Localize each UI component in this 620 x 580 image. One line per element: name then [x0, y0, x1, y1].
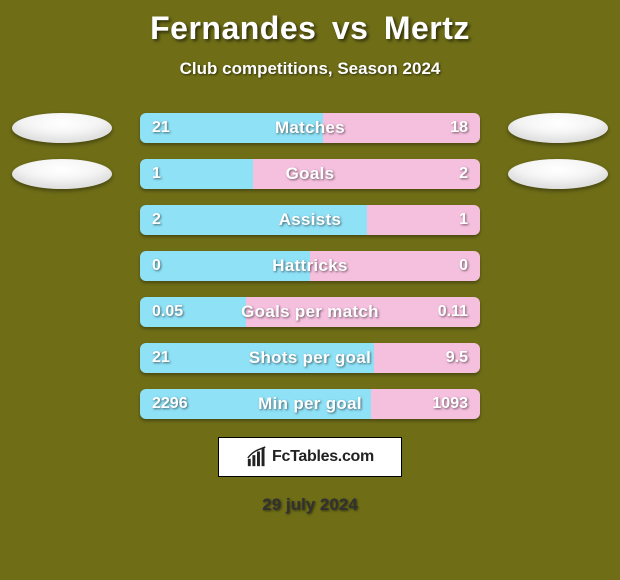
- stat-rows: 2118Matches12Goals21Assists00Hattricks0.…: [0, 113, 620, 419]
- stat-label: Goals: [286, 164, 335, 184]
- comparison-card: Fernandes vs Mertz Club competitions, Se…: [0, 0, 620, 580]
- stat-value-right: 0: [459, 257, 468, 275]
- stat-bar: 0.05 0.11 Goals per match: [140, 297, 480, 327]
- stat-value-left: 0.05: [152, 303, 183, 321]
- stat-value-left: 1: [152, 165, 161, 183]
- date-text: 29 july 2024: [0, 495, 620, 515]
- stat-label: Matches: [275, 118, 345, 138]
- stat-label: Min per goal: [258, 394, 362, 414]
- stat-bar: 1 2 Goals: [140, 159, 480, 189]
- stat-row: 21 18 Matches: [0, 113, 620, 143]
- player2-name: Mertz: [384, 10, 470, 46]
- barchart-icon: [246, 446, 268, 468]
- stat-value-left: 0: [152, 257, 161, 275]
- stat-row: 2296 1093 Min per goal: [0, 389, 620, 419]
- stat-value-left: 2296: [152, 395, 188, 413]
- stat-row: 1 2 Goals: [0, 159, 620, 189]
- vs-label: vs: [332, 10, 369, 46]
- stat-value-right: 2: [459, 165, 468, 183]
- player2-jersey-icon: [508, 113, 608, 143]
- stat-bar: 0 0 Hattricks: [140, 251, 480, 281]
- player2-jersey-icon: [508, 159, 608, 189]
- brand-badge[interactable]: FcTables.com: [218, 437, 402, 477]
- brand-text: FcTables.com: [272, 448, 374, 466]
- stat-value-left: 21: [152, 119, 170, 137]
- player1-jersey-icon: [12, 159, 112, 189]
- stat-value-left: 21: [152, 349, 170, 367]
- stat-value-right: 9.5: [446, 349, 468, 367]
- stat-value-right: 18: [450, 119, 468, 137]
- stat-label: Goals per match: [241, 302, 379, 322]
- stat-bar: 21 18 Matches: [140, 113, 480, 143]
- stat-label: Shots per goal: [249, 348, 371, 368]
- stat-label: Hattricks: [272, 256, 347, 276]
- stat-bar: 21 9.5 Shots per goal: [140, 343, 480, 373]
- stat-row: 21 9.5 Shots per goal: [0, 343, 620, 373]
- subtitle: Club competitions, Season 2024: [0, 59, 620, 79]
- stat-label: Assists: [279, 210, 342, 230]
- player1-name: Fernandes: [150, 10, 316, 46]
- page-title: Fernandes vs Mertz: [0, 10, 620, 47]
- stat-bar: 2 1 Assists: [140, 205, 480, 235]
- player1-jersey-icon: [12, 113, 112, 143]
- stat-row: 0 0 Hattricks: [0, 251, 620, 281]
- stat-value-left: 2: [152, 211, 161, 229]
- stat-row: 2 1 Assists: [0, 205, 620, 235]
- stat-value-right: 1093: [432, 395, 468, 413]
- stat-bar: 2296 1093 Min per goal: [140, 389, 480, 419]
- stat-value-right: 0.11: [438, 303, 468, 321]
- stat-value-right: 1: [459, 211, 468, 229]
- stat-row: 0.05 0.11 Goals per match: [0, 297, 620, 327]
